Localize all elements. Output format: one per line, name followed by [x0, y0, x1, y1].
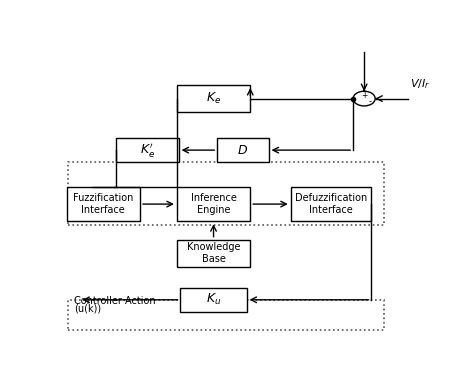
- FancyBboxPatch shape: [181, 287, 246, 312]
- FancyBboxPatch shape: [291, 187, 372, 221]
- Text: $K_u$: $K_u$: [206, 292, 221, 307]
- Text: Fuzzification
Interface: Fuzzification Interface: [73, 193, 134, 215]
- Text: Defuzzification
Interface: Defuzzification Interface: [295, 193, 367, 215]
- Text: $K_{e}'$: $K_{e}'$: [140, 141, 155, 159]
- Text: Controller Action: Controller Action: [74, 296, 155, 306]
- FancyBboxPatch shape: [177, 85, 250, 112]
- Text: $V/I_r$: $V/I_r$: [410, 77, 430, 91]
- FancyBboxPatch shape: [66, 187, 140, 221]
- Text: Inference
Engine: Inference Engine: [191, 193, 237, 215]
- Text: -: -: [369, 97, 372, 106]
- FancyBboxPatch shape: [217, 138, 269, 162]
- FancyBboxPatch shape: [116, 138, 179, 162]
- Text: Knowledge
Base: Knowledge Base: [187, 242, 240, 264]
- Text: (u(k)): (u(k)): [74, 303, 101, 313]
- Text: $K_e$: $K_e$: [206, 91, 221, 106]
- Text: +: +: [361, 91, 367, 100]
- FancyBboxPatch shape: [177, 240, 250, 267]
- FancyBboxPatch shape: [177, 187, 250, 221]
- Text: $D$: $D$: [237, 143, 248, 157]
